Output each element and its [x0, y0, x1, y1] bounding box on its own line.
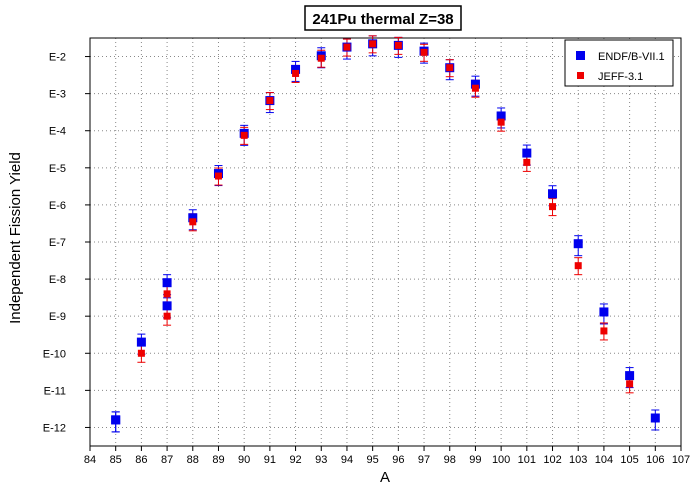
data-point: [189, 218, 197, 226]
data-point: [163, 290, 171, 298]
data-point: [136, 337, 146, 347]
data-point: [650, 413, 660, 423]
x-tick-label: 84: [84, 454, 96, 466]
data-point: [470, 79, 480, 89]
legend-swatch-endf: [576, 51, 585, 60]
x-tick-label: 106: [646, 454, 664, 466]
data-points: [111, 39, 660, 425]
x-tick-label: 88: [187, 454, 199, 466]
data-point: [471, 84, 479, 92]
x-tick-label: 93: [315, 454, 327, 466]
data-point: [446, 64, 454, 72]
title-box: 241Pu thermal Z=38: [304, 5, 462, 31]
data-point: [292, 69, 300, 77]
y-tick-label: E-10: [43, 348, 66, 360]
x-tick-label: 103: [569, 454, 587, 466]
data-point: [240, 131, 248, 139]
x-tick-label: 107: [672, 454, 690, 466]
data-point: [188, 213, 198, 223]
data-point: [496, 111, 506, 121]
data-point: [266, 97, 274, 105]
x-tick-label: 98: [444, 454, 456, 466]
y-tick-label: E-6: [49, 200, 66, 212]
x-tick-label: 85: [110, 454, 122, 466]
x-tick-label: 90: [238, 454, 250, 466]
data-point: [626, 380, 634, 388]
data-point: [163, 312, 171, 320]
x-tick-label: 92: [289, 454, 301, 466]
y-tick-label: E-8: [49, 274, 66, 286]
y-tick-label: E-11: [44, 385, 66, 397]
y-tick-label: E-5: [49, 163, 66, 175]
data-point: [549, 203, 557, 211]
data-point: [599, 307, 609, 317]
x-tick-label: 97: [418, 454, 430, 466]
x-tick-label: 102: [543, 454, 561, 466]
y-tick-label: E-12: [43, 422, 66, 434]
y-axis-title: Independent Fission Yield: [7, 152, 24, 324]
axis-ticks: 84 85 86 87 88 89 90 91 92 93 94 95 96 97 98 99 100 101 10…: [43, 52, 690, 466]
data-point: [291, 64, 301, 74]
data-point: [343, 43, 351, 51]
legend-label-endf: ENDF/B-VII.1: [598, 51, 665, 63]
x-tick-label: 86: [135, 454, 147, 466]
chart-title: 241Pu thermal Z=38: [312, 11, 453, 28]
data-point: [600, 327, 608, 335]
data-point: [214, 172, 222, 180]
y-tick-label: E-9: [49, 311, 66, 323]
legend-label-jeff: JEFF-3.1: [598, 71, 643, 83]
x-tick-label: 87: [161, 454, 173, 466]
x-tick-label: 100: [492, 454, 510, 466]
data-point: [573, 239, 583, 249]
grid: [90, 38, 681, 446]
data-point: [137, 349, 145, 357]
data-point: [394, 41, 402, 49]
title-frame: [304, 5, 462, 31]
data-point: [420, 48, 428, 56]
data-point: [317, 54, 325, 62]
data-point: [369, 40, 377, 48]
legend-swatch-jeff: [577, 72, 584, 79]
x-tick-label: 99: [469, 454, 481, 466]
y-tick-label: E-7: [49, 237, 66, 249]
x-tick-label: 91: [264, 454, 276, 466]
data-point: [574, 262, 582, 270]
x-tick-label: 104: [595, 454, 613, 466]
x-tick-label: 96: [392, 454, 404, 466]
y-tick-label: E-3: [49, 89, 66, 101]
x-tick-label: 89: [212, 454, 224, 466]
y-tick-label: E-4: [49, 126, 66, 138]
x-tick-label: 94: [341, 454, 353, 466]
data-point: [523, 158, 531, 166]
data-point: [548, 189, 558, 199]
legend: ENDF/B-VII.1 JEFF-3.1: [564, 39, 674, 87]
x-tick-label: 101: [518, 454, 536, 466]
x-axis-title: A: [380, 469, 390, 486]
data-point: [162, 301, 172, 311]
x-tick-label: 95: [367, 454, 379, 466]
data-point: [162, 278, 172, 288]
x-tick-label: 105: [620, 454, 638, 466]
data-point: [497, 118, 505, 126]
data-point: [625, 371, 635, 381]
y-tick-label: E-2: [49, 52, 66, 64]
data-point: [111, 415, 121, 425]
data-point: [522, 148, 532, 158]
